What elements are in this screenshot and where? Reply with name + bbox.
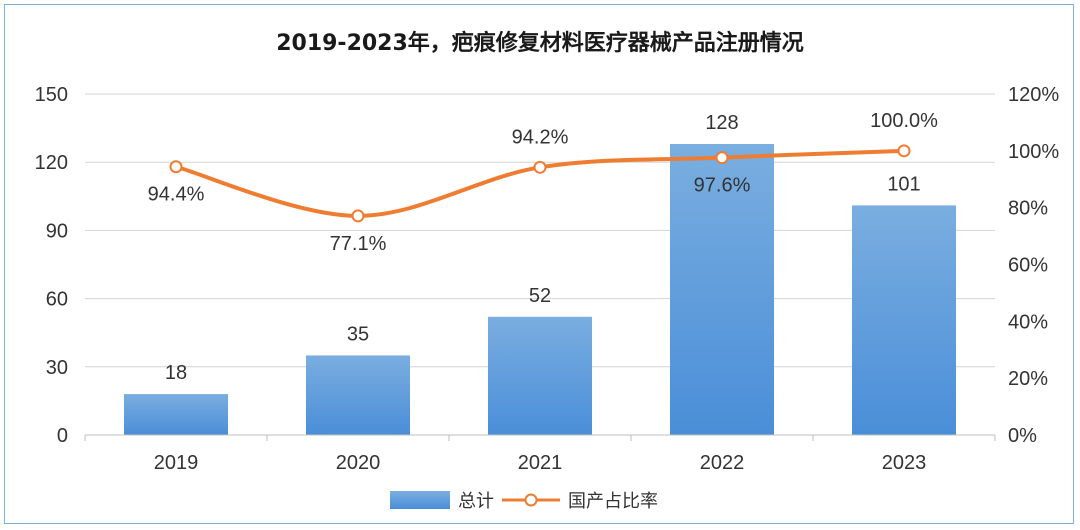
bar-data-label: 52 <box>529 285 551 307</box>
bar-data-label: 18 <box>165 362 187 384</box>
line-data-label: 94.4% <box>148 184 205 206</box>
y-left-tick-label: 0 <box>57 425 68 447</box>
y-right-tick-label: 80% <box>1008 198 1048 220</box>
line-data-label: 77.1% <box>330 233 387 255</box>
y-right-tick-label: 20% <box>1008 368 1048 390</box>
grid-layer <box>85 93 995 368</box>
bar <box>670 144 774 435</box>
legend: 总计 国产占比率 <box>390 491 658 512</box>
bar-data-label: 101 <box>887 173 920 195</box>
line-marker <box>351 209 365 223</box>
y-right-tick-label: 0% <box>1008 425 1037 447</box>
legend-line-label: 国产占比率 <box>568 491 658 512</box>
x-tick-label: 2023 <box>882 452 927 474</box>
line-series <box>175 148 905 218</box>
x-tick-label: 2021 <box>518 452 563 474</box>
axis-layer: 0 30 60 90 120 150 0% 20% 40% 60% 80% 100% 120% 2019 2… <box>35 84 1060 474</box>
y-right-tick-label: 100% <box>1008 141 1059 163</box>
bar <box>124 394 228 435</box>
line-marker <box>715 151 729 165</box>
line-layer <box>169 144 911 223</box>
line-marker <box>897 144 911 158</box>
y-right-tick-label: 60% <box>1008 255 1048 277</box>
y-left-tick-label: 120 <box>35 152 68 174</box>
bar-layer <box>124 144 956 435</box>
legend-bar-label: 总计 <box>458 491 494 512</box>
legend-line-marker <box>524 493 538 507</box>
legend-bar-swatch <box>390 491 450 509</box>
bar-data-label: 35 <box>347 323 369 345</box>
bar-data-label: 128 <box>705 112 738 134</box>
bar <box>306 355 410 435</box>
x-tick-label: 2019 <box>154 452 199 474</box>
line-data-label: 97.6% <box>694 175 751 197</box>
y-left-tick-label: 30 <box>46 357 68 379</box>
line-data-label: 100.0% <box>870 110 938 132</box>
y-right-tick-label: 120% <box>1008 84 1059 106</box>
y-right-tick-label: 40% <box>1008 311 1048 333</box>
label-layer: 18 35 52 128 101 94.4% 77.1% 94.2% 97.6% 100.0% <box>148 110 938 384</box>
chart-title: 2019-2023年，疤痕修复材料医疗器械产品注册情况 <box>276 30 804 56</box>
y-left-tick-label: 150 <box>35 84 68 106</box>
bar <box>852 205 956 435</box>
y-left-tick-label: 90 <box>46 220 68 242</box>
x-tick-label: 2020 <box>336 452 381 474</box>
bar <box>488 316 592 435</box>
line-marker <box>169 160 183 174</box>
line-data-label: 94.2% <box>512 126 569 148</box>
line-marker <box>533 160 547 174</box>
x-tick-label: 2022 <box>700 452 745 474</box>
y-left-tick-label: 60 <box>46 289 68 311</box>
